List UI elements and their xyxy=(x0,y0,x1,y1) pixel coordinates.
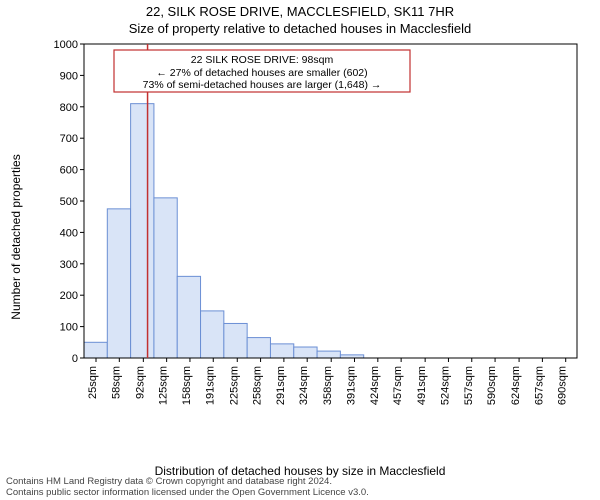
y-tick-label: 600 xyxy=(60,165,78,177)
chart-title-address: 22, SILK ROSE DRIVE, MACCLESFIELD, SK11 … xyxy=(0,4,600,19)
y-tick-label: 300 xyxy=(60,259,78,271)
footer-line1: Contains HM Land Registry data © Crown c… xyxy=(6,476,369,487)
footer-line2: Contains public sector information licen… xyxy=(6,487,369,498)
y-tick-label: 500 xyxy=(60,196,78,208)
y-axis-label: Number of detached properties xyxy=(9,127,23,347)
x-tick-label: 624sqm xyxy=(510,366,522,405)
x-tick-label: 291sqm xyxy=(275,366,287,405)
histogram-plot: 0 100 200 300 400 500 600 700 800 900 1000 25sqm 58s… xyxy=(52,40,582,410)
y-tick-label: 200 xyxy=(60,290,78,302)
y-tick-label: 0 xyxy=(72,353,78,365)
footer-attribution: Contains HM Land Registry data © Crown c… xyxy=(6,476,369,498)
annotation-line1: 22 SILK ROSE DRIVE: 98sqm xyxy=(191,54,334,66)
y-tick-label: 100 xyxy=(60,322,78,334)
x-tick-label: 358sqm xyxy=(322,366,334,405)
x-tick-label: 657sqm xyxy=(533,366,545,405)
x-tick-label: 25sqm xyxy=(87,366,99,399)
x-tick-label: 590sqm xyxy=(486,366,498,405)
histogram-bar xyxy=(317,351,340,358)
y-tick-label: 900 xyxy=(60,70,78,82)
x-tick-label: 690sqm xyxy=(557,366,569,405)
x-tick-label: 191sqm xyxy=(204,366,216,405)
histogram-bar xyxy=(84,342,107,358)
x-tick-label: 324sqm xyxy=(298,366,310,405)
x-tick-label: 524sqm xyxy=(439,366,451,405)
y-tick-label: 400 xyxy=(60,227,78,239)
x-tick-label: 225sqm xyxy=(228,366,240,405)
x-tick-label: 391sqm xyxy=(346,366,358,405)
histogram-bar xyxy=(270,344,293,358)
x-tick-label: 424sqm xyxy=(369,366,381,405)
y-tick-label: 700 xyxy=(60,133,78,145)
x-tick-label: 258sqm xyxy=(252,366,264,405)
histogram-bar xyxy=(131,104,154,358)
annotation-line3: 73% of semi-detached houses are larger (… xyxy=(143,79,382,91)
histogram-bar xyxy=(107,209,130,358)
histogram-bar xyxy=(154,198,177,358)
annotation-line2: ← 27% of detached houses are smaller (60… xyxy=(156,67,367,79)
x-tick-label: 457sqm xyxy=(392,366,404,405)
x-tick-label: 125sqm xyxy=(158,366,170,405)
chart-title-desc: Size of property relative to detached ho… xyxy=(0,21,600,36)
y-tick-label: 800 xyxy=(60,102,78,114)
histogram-bar xyxy=(177,276,200,358)
x-tick-label: 92sqm xyxy=(134,366,146,399)
x-tick-label: 158sqm xyxy=(181,366,193,405)
x-tick-label: 58sqm xyxy=(110,366,122,399)
y-tick-label: 1000 xyxy=(54,40,78,51)
histogram-bar xyxy=(201,311,224,358)
histogram-bar xyxy=(247,338,270,358)
histogram-bar xyxy=(294,347,317,358)
x-tick-label: 557sqm xyxy=(463,366,475,405)
histogram-bar xyxy=(224,323,247,358)
x-tick-label: 491sqm xyxy=(416,366,428,405)
